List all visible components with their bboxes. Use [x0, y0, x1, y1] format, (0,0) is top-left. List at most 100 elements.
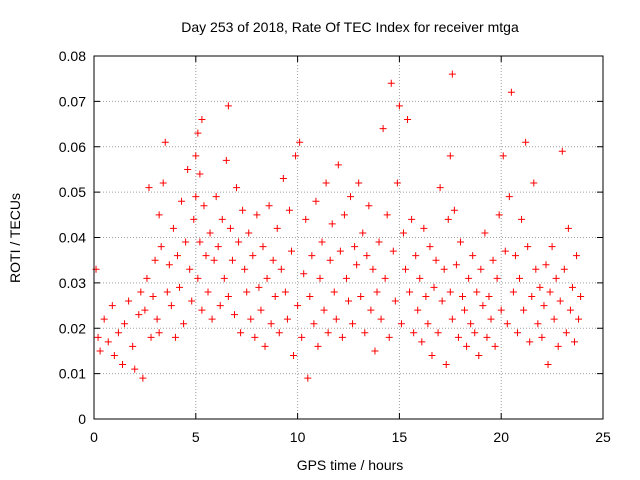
- data-point: [345, 297, 352, 305]
- data-point: [94, 333, 102, 341]
- data-point: [369, 265, 377, 273]
- data-point: [342, 274, 350, 282]
- data-point: [446, 152, 454, 160]
- data-point: [198, 306, 206, 314]
- data-point: [145, 184, 153, 192]
- data-point: [149, 292, 157, 300]
- data-point: [161, 138, 169, 146]
- data-point: [204, 288, 212, 296]
- data-point: [463, 342, 471, 350]
- data-point: [393, 179, 401, 187]
- data-point: [167, 302, 175, 310]
- data-point: [420, 224, 428, 232]
- data-points: [92, 70, 585, 382]
- data-point: [450, 206, 458, 214]
- data-point: [137, 288, 145, 296]
- data-point: [347, 193, 355, 201]
- data-point: [212, 193, 220, 201]
- data-point: [359, 229, 367, 237]
- data-point: [263, 274, 271, 282]
- data-point: [316, 274, 324, 282]
- data-point: [96, 347, 104, 355]
- data-point: [509, 288, 517, 296]
- x-tick-label: 25: [595, 429, 611, 445]
- data-point: [554, 342, 562, 350]
- data-point: [340, 211, 348, 219]
- data-point: [473, 288, 481, 296]
- data-point: [129, 342, 137, 350]
- y-tick-label: 0.01: [59, 366, 86, 382]
- data-point: [253, 211, 261, 219]
- data-point: [218, 215, 226, 223]
- y-tick-label: 0.06: [59, 139, 86, 155]
- data-point: [391, 297, 399, 305]
- data-point: [534, 320, 542, 328]
- data-point: [298, 333, 306, 341]
- data-point: [159, 179, 167, 187]
- data-point: [296, 138, 304, 146]
- data-point: [381, 274, 389, 282]
- data-point: [562, 329, 570, 337]
- data-point: [520, 306, 528, 314]
- data-point: [235, 238, 243, 246]
- data-point: [406, 288, 414, 296]
- data-point: [200, 202, 208, 210]
- data-point: [196, 238, 204, 246]
- data-point: [287, 247, 295, 255]
- data-point: [147, 333, 155, 341]
- data-point: [121, 320, 129, 328]
- data-point: [513, 329, 521, 337]
- data-point: [324, 329, 332, 337]
- data-point: [322, 179, 330, 187]
- data-point: [532, 265, 540, 273]
- data-point: [454, 333, 462, 341]
- data-point: [226, 224, 234, 232]
- data-point: [135, 311, 143, 319]
- data-point: [575, 315, 583, 323]
- data-point: [540, 302, 548, 310]
- data-point: [243, 288, 251, 296]
- y-tick-label: 0.04: [59, 230, 86, 246]
- data-point: [180, 320, 188, 328]
- data-point: [351, 243, 359, 251]
- y-tick-label: 0.02: [59, 320, 86, 336]
- chart-title: Day 253 of 2018, Rate Of TEC Index for r…: [181, 19, 519, 35]
- data-point: [265, 202, 273, 210]
- y-tick-label: 0: [78, 411, 86, 427]
- data-point: [522, 138, 530, 146]
- data-point: [546, 288, 554, 296]
- data-point: [157, 243, 165, 251]
- data-point: [573, 252, 581, 260]
- data-point: [290, 351, 298, 359]
- data-point: [446, 288, 454, 296]
- data-point: [178, 197, 186, 205]
- data-point: [530, 179, 538, 187]
- data-point: [444, 215, 452, 223]
- data-point: [188, 297, 196, 305]
- data-point: [306, 292, 314, 300]
- data-point: [471, 329, 479, 337]
- data-point: [279, 175, 287, 183]
- data-point: [222, 156, 230, 164]
- data-point: [566, 306, 574, 314]
- data-point: [412, 252, 420, 260]
- data-point: [334, 161, 342, 169]
- data-point: [326, 256, 334, 264]
- data-point: [483, 333, 491, 341]
- data-point: [518, 215, 526, 223]
- data-point: [230, 311, 238, 319]
- data-point: [516, 274, 524, 282]
- data-point: [461, 306, 469, 314]
- x-axis-label: GPS time / hours: [297, 457, 404, 473]
- data-point: [552, 274, 560, 282]
- data-point: [155, 211, 163, 219]
- data-point: [294, 302, 302, 310]
- data-point: [501, 247, 509, 255]
- data-point: [192, 193, 200, 201]
- data-point: [285, 206, 293, 214]
- data-point: [436, 184, 444, 192]
- y-axis-label: ROTI / TECUs: [7, 193, 23, 283]
- data-point: [568, 283, 576, 291]
- data-point: [497, 306, 505, 314]
- data-point: [251, 333, 259, 341]
